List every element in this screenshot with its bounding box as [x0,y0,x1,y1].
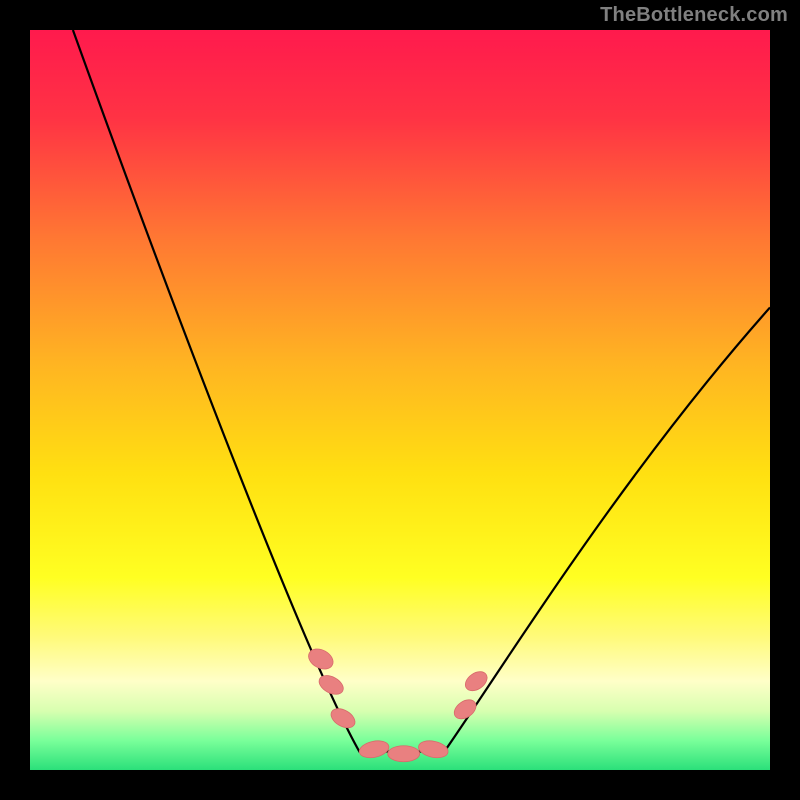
curve-marker [358,738,391,760]
curve-marker [417,738,450,760]
plot-area [30,30,770,770]
curve-marker [328,705,359,732]
curve-marker [451,696,480,723]
chart-container: TheBottleneck.com [0,0,800,800]
curve-markers [305,645,491,762]
curve-marker [388,746,420,762]
bottleneck-curve [30,30,770,770]
watermark-text: TheBottleneck.com [600,4,788,27]
